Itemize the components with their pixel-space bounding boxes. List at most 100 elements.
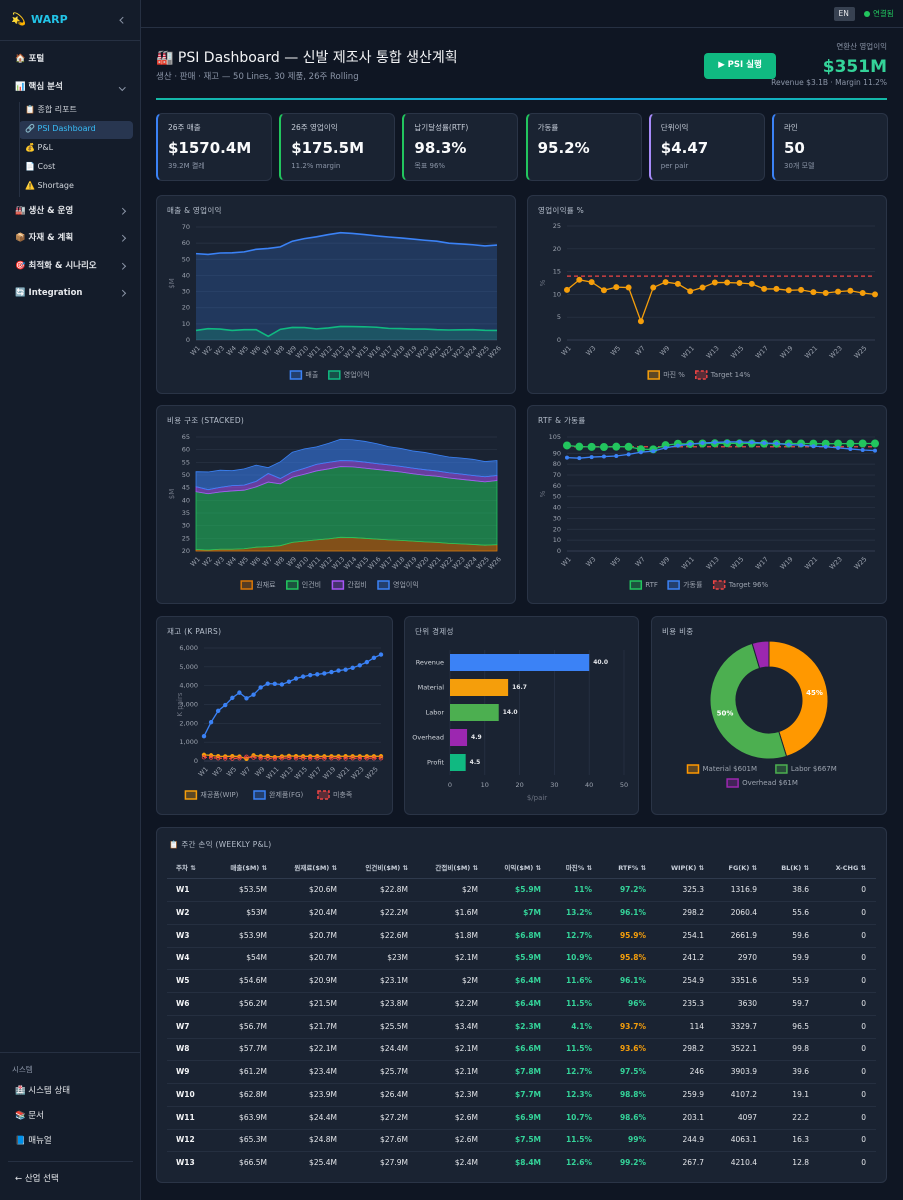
- x-tick-label: W26: [487, 555, 503, 571]
- menu-item[interactable]: 📚 문서: [15, 1111, 44, 1122]
- menu-item[interactable]: 📘 매뉴얼: [15, 1136, 52, 1147]
- table-cell: 11%: [574, 885, 592, 895]
- menu-item[interactable]: 🏠 포털: [15, 54, 45, 65]
- column-header[interactable]: 매출($M) ⇅: [230, 863, 267, 872]
- y-tick-label: 3,000: [179, 701, 198, 709]
- menu-item[interactable]: 📊 핵심 분석: [15, 81, 63, 92]
- point: [637, 318, 644, 325]
- x-tick-label: 10: [481, 781, 489, 789]
- row-rule: [167, 946, 876, 948]
- bar: [450, 704, 499, 721]
- point: [822, 290, 829, 297]
- kpi-sub: 30개 모델: [784, 162, 815, 171]
- column-header[interactable]: RTF% ⇅: [618, 863, 646, 872]
- table-cell: 99.8: [792, 1044, 809, 1054]
- x-tick-label: 40: [585, 781, 593, 789]
- column-header[interactable]: 인건비($M) ⇅: [365, 863, 408, 872]
- chart-title: 비용 구조 (STACKED): [167, 416, 244, 425]
- point: [859, 290, 866, 297]
- x-tick-label: W15: [729, 555, 745, 571]
- legend-label: 마진 %: [663, 370, 685, 379]
- bar: [450, 729, 468, 746]
- menu-item[interactable]: 🏭 생산 & 운영: [15, 205, 74, 216]
- x-tick-label: W1: [560, 555, 573, 568]
- point: [336, 755, 341, 761]
- table-cell: $7M: [523, 907, 541, 917]
- menu-item[interactable]: 🏥 시스템 상태: [15, 1086, 71, 1097]
- point: [201, 733, 207, 739]
- legend-label: 인건비: [302, 580, 321, 589]
- point: [736, 280, 743, 287]
- table-cell: 55.9: [792, 976, 809, 986]
- submenu-item[interactable]: 📋 종합 리포트: [25, 105, 77, 115]
- y-tick-label: Material: [418, 684, 445, 692]
- chart-title: 단위 경제성: [415, 626, 454, 636]
- table-cell: W6: [176, 998, 190, 1008]
- column-header[interactable]: X-CHG ⇅: [835, 863, 866, 872]
- table-cell: $21.7M: [309, 1021, 337, 1031]
- column-header[interactable]: 마진% ⇅: [565, 863, 592, 872]
- column-header[interactable]: BL(K) ⇅: [781, 863, 809, 872]
- submenu-item[interactable]: 💰 P&L: [25, 143, 54, 153]
- x-tick-label: W13: [279, 765, 295, 781]
- bar-label: 16.7: [512, 684, 527, 691]
- y-tick-label: 20: [182, 304, 190, 312]
- y-tick-label: 60: [553, 482, 561, 490]
- table-cell: 0: [861, 976, 866, 986]
- submenu-item[interactable]: ⚠️ Shortage: [25, 181, 74, 191]
- kpi-value: $175.5M: [291, 139, 364, 158]
- submenu-item[interactable]: 📄 Cost: [25, 162, 56, 172]
- submenu-item[interactable]: 🔗 PSI Dashboard: [25, 124, 96, 134]
- table-cell: $25.5M: [380, 1021, 408, 1031]
- menu-item[interactable]: 🔄 Integration: [15, 288, 83, 299]
- column-header[interactable]: WIP(K) ⇅: [670, 863, 704, 872]
- bar: [450, 754, 466, 771]
- row-rule: [167, 1060, 876, 1062]
- point: [364, 755, 370, 761]
- series-line: [195, 231, 498, 256]
- y-tick-label: 20: [182, 547, 190, 555]
- table-cell: 97.2%: [619, 885, 646, 895]
- table-cell: W1: [176, 885, 190, 895]
- menu-item[interactable]: 🎯 최적화 & 시나리오: [15, 260, 97, 271]
- legend-swatch: [647, 370, 660, 380]
- back-link[interactable]: ← 산업 선택: [15, 1174, 59, 1185]
- point: [587, 442, 596, 451]
- column-header[interactable]: 간접비($M) ⇅: [435, 863, 478, 872]
- table-cell: $27.6M: [380, 1135, 408, 1145]
- x-tick-label: W25: [364, 765, 380, 781]
- legend-label: 원재료: [256, 580, 276, 589]
- column-header[interactable]: 주차 ⇅: [176, 863, 196, 872]
- point: [315, 672, 320, 677]
- x-tick-label: W17: [754, 344, 770, 360]
- language-button[interactable]: [834, 7, 855, 21]
- table-cell: $2M: [461, 885, 478, 895]
- table-cell: $6.9M: [515, 1112, 541, 1122]
- y-tick-label: 6,000: [179, 644, 198, 652]
- table-cell: 19.1: [792, 1089, 809, 1099]
- menu-item[interactable]: 📦 자재 & 계획: [15, 233, 74, 244]
- y-tick-label: 30: [182, 288, 190, 296]
- table-cell: W12: [176, 1135, 195, 1145]
- x-tick-label: W17: [307, 765, 323, 781]
- y-tick-label: 0: [186, 336, 190, 344]
- point: [626, 452, 631, 457]
- point: [785, 287, 792, 294]
- chart: 비용 비중 45% 50% Material $601M Labor $667M Over…: [662, 627, 837, 788]
- table-cell: $2.6M: [454, 1135, 478, 1145]
- column-header[interactable]: 원재료($M) ⇅: [294, 863, 337, 872]
- column-header[interactable]: FG(K) ⇅: [728, 863, 757, 872]
- point: [761, 285, 768, 292]
- table-cell: 12.3%: [565, 1089, 592, 1099]
- kpi-card: [648, 113, 765, 181]
- run-button[interactable]: [704, 53, 776, 79]
- table-cell: $54.6M: [239, 976, 267, 986]
- table-cell: $24.8M: [309, 1135, 337, 1145]
- table-cell: 259.9: [682, 1089, 704, 1099]
- column-header[interactable]: 이익($M) ⇅: [504, 863, 541, 872]
- x-tick-label: 20: [515, 781, 523, 789]
- table-cell: $2.3M: [515, 1021, 541, 1031]
- x-tick-label: W23: [828, 555, 844, 571]
- chart: 매출 & 영업이익 0 10 20 30 40 50 60 70 W1W2W3W4W5W6W7W8…: [167, 205, 503, 380]
- table-cell: W13: [176, 1158, 195, 1168]
